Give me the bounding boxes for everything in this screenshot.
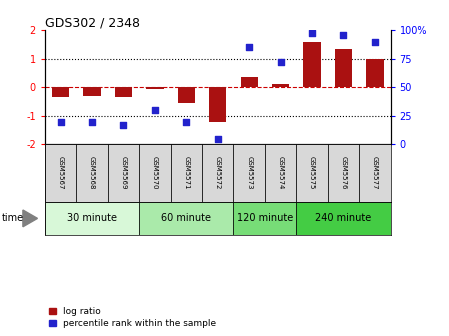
Point xyxy=(151,108,158,113)
Point xyxy=(88,119,96,124)
Text: GSM5575: GSM5575 xyxy=(309,156,315,190)
Text: GSM5577: GSM5577 xyxy=(372,156,378,190)
Bar xyxy=(115,87,132,97)
Bar xyxy=(139,202,233,235)
Text: 240 minute: 240 minute xyxy=(315,213,372,223)
Bar xyxy=(233,202,296,235)
Bar xyxy=(272,84,289,87)
Text: GSM5569: GSM5569 xyxy=(120,156,127,190)
Text: GSM5568: GSM5568 xyxy=(89,156,95,190)
Bar xyxy=(209,87,226,122)
Text: GSM5567: GSM5567 xyxy=(57,156,64,190)
Point xyxy=(183,119,190,124)
Polygon shape xyxy=(23,210,38,227)
Text: 30 minute: 30 minute xyxy=(67,213,117,223)
Text: 60 minute: 60 minute xyxy=(161,213,211,223)
Bar xyxy=(241,77,258,87)
Bar xyxy=(328,144,359,202)
Bar xyxy=(359,144,391,202)
Text: GSM5574: GSM5574 xyxy=(277,156,284,190)
Bar xyxy=(366,59,383,87)
Bar xyxy=(335,49,352,87)
Legend: log ratio, percentile rank within the sample: log ratio, percentile rank within the sa… xyxy=(49,307,216,328)
Bar xyxy=(296,202,391,235)
Point xyxy=(214,136,221,141)
Bar xyxy=(52,87,69,97)
Text: GSM5572: GSM5572 xyxy=(215,156,221,190)
Bar xyxy=(178,87,195,103)
Text: time: time xyxy=(2,213,24,223)
Bar xyxy=(45,144,76,202)
Bar xyxy=(108,144,139,202)
Bar xyxy=(146,87,163,89)
Text: GSM5576: GSM5576 xyxy=(340,156,347,190)
Text: 120 minute: 120 minute xyxy=(237,213,293,223)
Bar xyxy=(202,144,233,202)
Point xyxy=(308,30,316,35)
Point xyxy=(120,122,127,128)
Text: GDS302 / 2348: GDS302 / 2348 xyxy=(45,16,140,29)
Bar xyxy=(233,144,265,202)
Text: GSM5571: GSM5571 xyxy=(183,156,189,190)
Bar xyxy=(296,144,328,202)
Point xyxy=(371,39,379,44)
Point xyxy=(246,45,253,50)
Bar xyxy=(171,144,202,202)
Point xyxy=(277,59,284,65)
Bar xyxy=(265,144,296,202)
Point xyxy=(57,119,64,124)
Bar xyxy=(304,42,321,87)
Point xyxy=(340,32,347,38)
Text: GSM5570: GSM5570 xyxy=(152,156,158,190)
Bar xyxy=(84,87,101,96)
Bar xyxy=(76,144,108,202)
Text: GSM5573: GSM5573 xyxy=(246,156,252,190)
Bar xyxy=(45,202,139,235)
Bar xyxy=(139,144,171,202)
